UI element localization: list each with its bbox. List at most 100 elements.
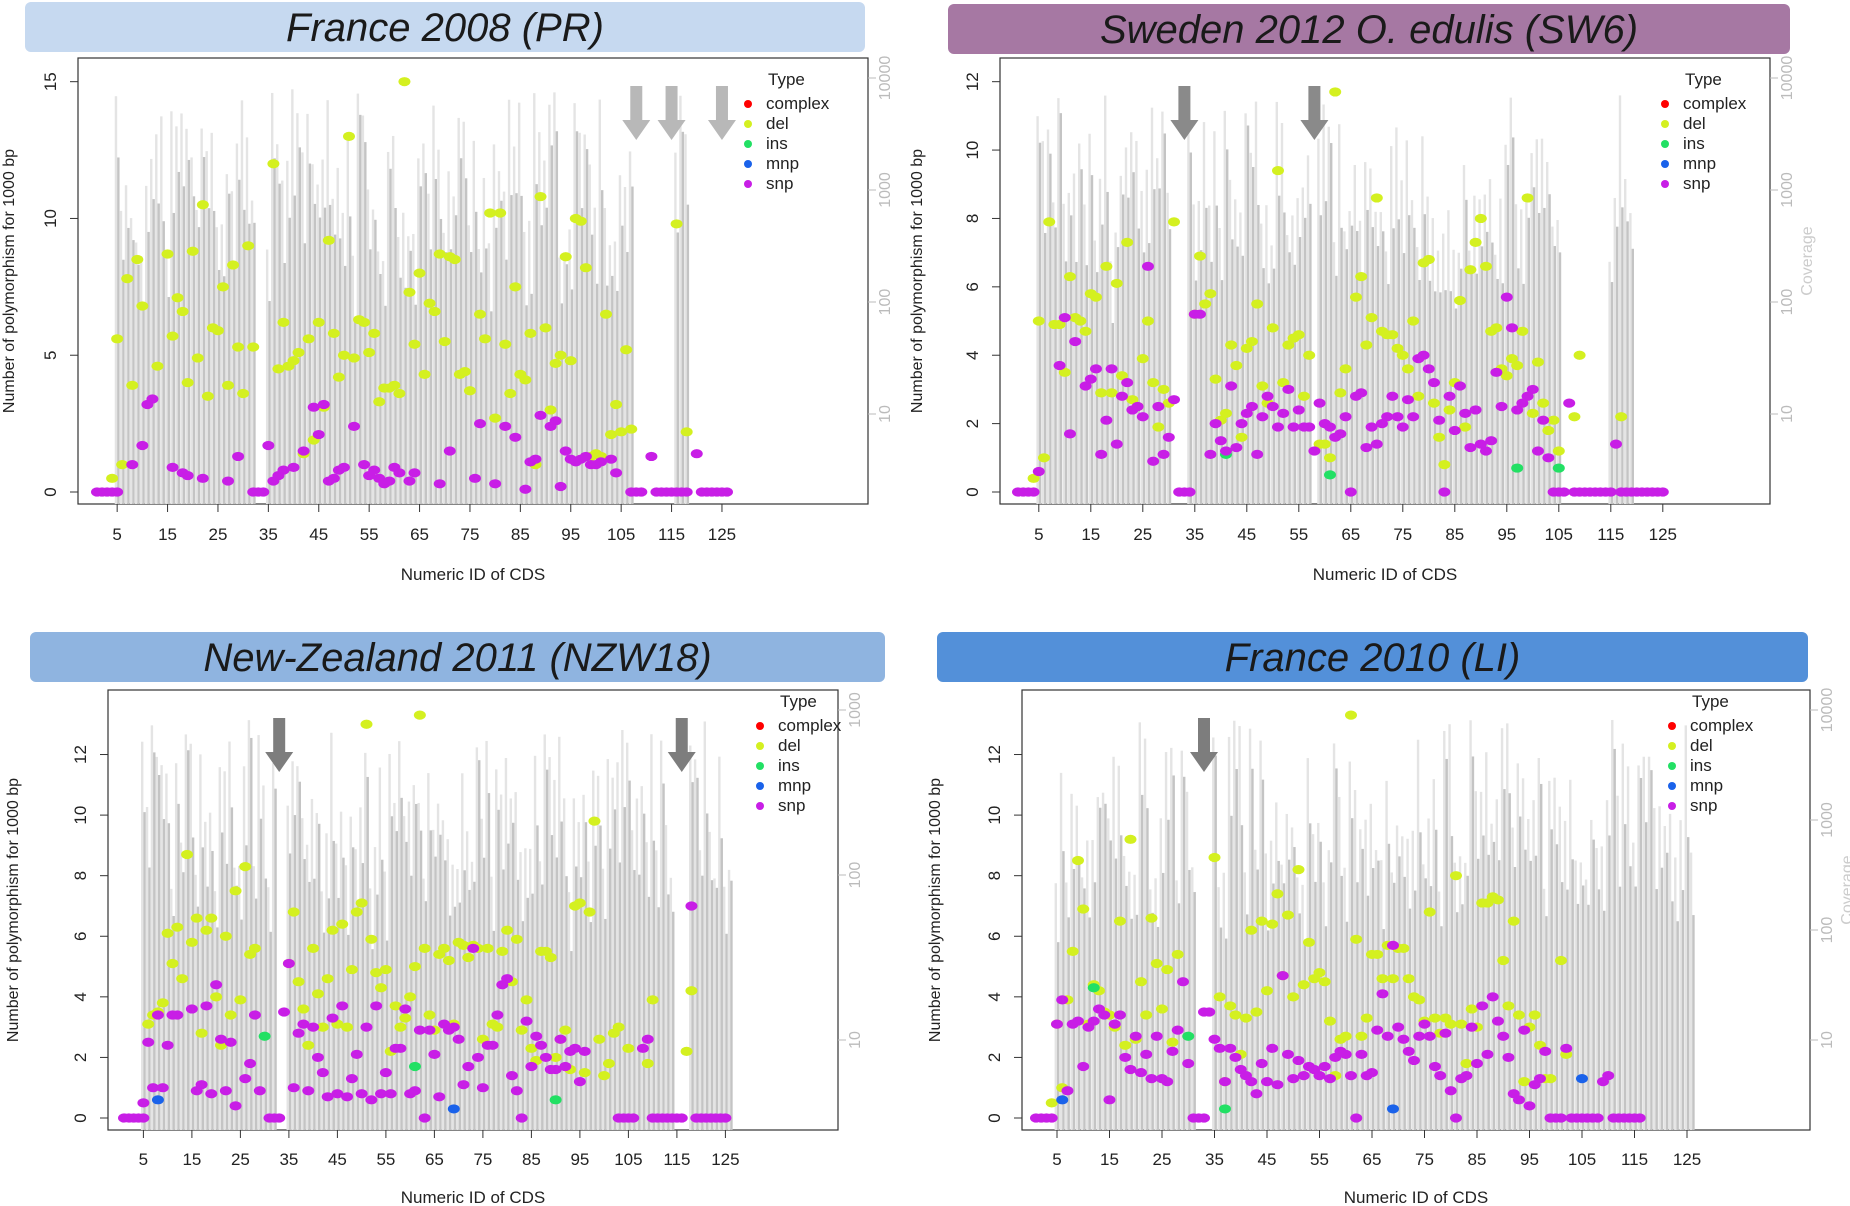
del-point bbox=[1365, 313, 1378, 323]
coverage-bar bbox=[1239, 212, 1242, 504]
coverage-bar bbox=[640, 786, 643, 1130]
del-point bbox=[272, 364, 285, 374]
coverage-bar bbox=[1286, 235, 1289, 505]
snp-point bbox=[1433, 415, 1446, 425]
coverage-bar bbox=[1632, 842, 1635, 1130]
coverage-bar bbox=[1548, 194, 1551, 505]
legend-label: del bbox=[1690, 736, 1713, 755]
del-point bbox=[544, 405, 557, 415]
snp-point bbox=[1318, 1061, 1331, 1072]
del-point bbox=[1240, 1013, 1252, 1023]
coverage-bar bbox=[1205, 207, 1208, 504]
del-point bbox=[196, 200, 209, 210]
snp-point bbox=[1506, 323, 1518, 333]
coverage-bar bbox=[165, 773, 168, 1130]
coverage-bar bbox=[223, 771, 226, 1130]
snp-point bbox=[1423, 1031, 1436, 1041]
coverage-bar bbox=[337, 897, 340, 1130]
del-point bbox=[578, 1067, 591, 1078]
coverage-bar bbox=[228, 193, 231, 505]
del-point bbox=[509, 282, 522, 292]
del-point bbox=[1506, 354, 1518, 364]
snp-point bbox=[253, 1086, 266, 1096]
coverage-bar bbox=[271, 92, 274, 504]
del-point bbox=[1166, 1037, 1179, 1047]
snp-point bbox=[1402, 1046, 1415, 1056]
coverage-bar bbox=[500, 200, 503, 504]
coverage-bar bbox=[1327, 850, 1330, 1130]
snp-point bbox=[321, 1092, 334, 1102]
snp-point bbox=[1465, 1022, 1478, 1032]
coverage-bar bbox=[1379, 212, 1382, 504]
coverage-bar bbox=[1469, 720, 1472, 1130]
coverage-bar bbox=[580, 208, 584, 504]
snp-point bbox=[1147, 456, 1160, 466]
del-point bbox=[142, 1019, 155, 1029]
snp-point bbox=[1053, 360, 1066, 371]
coverage-bar bbox=[346, 136, 349, 505]
del-point bbox=[1500, 371, 1513, 381]
coverage-bar bbox=[1158, 188, 1161, 505]
coverage-bar bbox=[177, 171, 181, 504]
coverage-bar bbox=[281, 180, 284, 505]
del-point bbox=[615, 427, 628, 437]
del-point bbox=[1282, 340, 1295, 350]
coverage-bar bbox=[321, 159, 324, 504]
ins-point bbox=[1087, 983, 1100, 993]
snp-point bbox=[1610, 439, 1622, 449]
coverage-bar bbox=[594, 845, 597, 1130]
coverage-bars bbox=[1054, 719, 1695, 1130]
coverage-bar bbox=[698, 850, 702, 1130]
legend-marker bbox=[744, 120, 752, 128]
coverage-bar bbox=[1070, 215, 1073, 505]
del-point bbox=[554, 350, 567, 360]
coverage-bar bbox=[1413, 227, 1416, 504]
legend-label: mnp bbox=[766, 154, 799, 173]
coverage-bar bbox=[555, 857, 559, 1130]
coverage-bar bbox=[517, 102, 521, 504]
del-point bbox=[1303, 350, 1316, 360]
snp-point bbox=[1166, 1046, 1179, 1056]
del-point bbox=[1412, 391, 1425, 401]
coverage-bar bbox=[1537, 757, 1540, 1130]
snp-point bbox=[1250, 1089, 1263, 1099]
coverage-bar bbox=[541, 884, 544, 1130]
snp-point bbox=[520, 1016, 533, 1026]
coverage-bar bbox=[1036, 116, 1039, 505]
snp-series bbox=[118, 901, 732, 1123]
snp-point bbox=[1292, 405, 1305, 415]
del-point bbox=[479, 334, 492, 344]
coverage-bar bbox=[205, 151, 208, 505]
legend-label: del bbox=[1683, 114, 1706, 133]
coverage-bar bbox=[1217, 887, 1220, 1130]
coverage-bar bbox=[1335, 768, 1338, 1130]
snp-point bbox=[224, 1037, 237, 1047]
coverage-bar bbox=[487, 793, 491, 1130]
del-point bbox=[1547, 415, 1560, 425]
coverage-bar bbox=[207, 208, 211, 504]
coverage-bar bbox=[265, 249, 269, 504]
x-tick-label: 95 bbox=[1497, 525, 1516, 544]
coverage-bar bbox=[1231, 239, 1234, 504]
coverage-bar bbox=[616, 290, 619, 504]
snp-point bbox=[1602, 1070, 1615, 1081]
y-tick-label: 10 bbox=[71, 806, 90, 825]
snp-point bbox=[292, 1028, 305, 1038]
coverage-bar bbox=[371, 949, 374, 1130]
coverage-bar bbox=[1225, 938, 1228, 1130]
del-point bbox=[1568, 412, 1581, 422]
coverage-bar bbox=[211, 850, 214, 1130]
coverage-bar bbox=[1376, 246, 1380, 504]
coverage-bar bbox=[1613, 197, 1616, 504]
coverage-bar bbox=[1462, 165, 1466, 504]
legend-marker bbox=[1668, 722, 1676, 730]
coverage-bar bbox=[1372, 868, 1375, 1130]
legend-marker bbox=[744, 140, 752, 148]
coverage-bar bbox=[310, 798, 314, 1130]
coverage-bar bbox=[1350, 225, 1354, 504]
coverage-bar bbox=[364, 752, 367, 1130]
coverage-bar bbox=[137, 264, 140, 504]
snp-point bbox=[1591, 1113, 1604, 1123]
coverage-bar bbox=[708, 831, 711, 1130]
coverage-bar bbox=[1551, 226, 1554, 504]
